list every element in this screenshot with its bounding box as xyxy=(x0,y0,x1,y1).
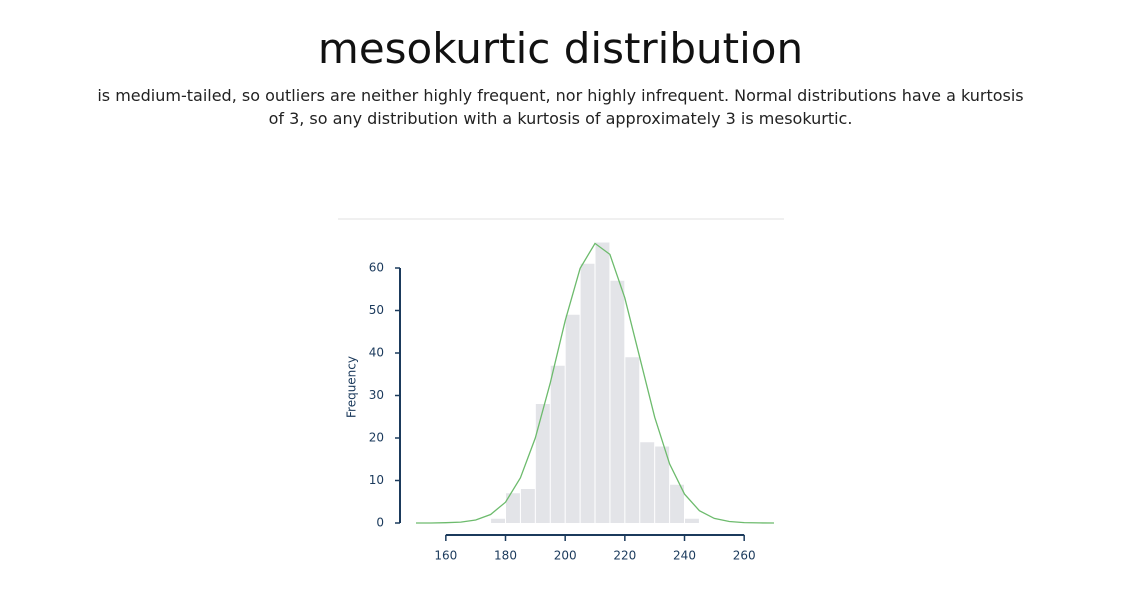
y-tick-label: 30 xyxy=(369,388,384,402)
bar xyxy=(685,518,699,523)
bar xyxy=(520,489,535,523)
y-tick-label: 20 xyxy=(369,431,384,445)
bar xyxy=(535,404,550,523)
x-tick-label: 220 xyxy=(613,549,636,563)
bar xyxy=(625,357,640,523)
bar xyxy=(506,493,520,523)
y-tick-label: 0 xyxy=(376,516,384,530)
density-curve xyxy=(416,242,775,524)
bar xyxy=(640,442,655,523)
bar xyxy=(595,242,610,523)
y-axis-label: Frequency xyxy=(345,356,359,418)
bar xyxy=(655,446,670,523)
description: is medium-tailed, so outliers are neithe… xyxy=(97,86,1024,128)
bar xyxy=(580,263,595,523)
x-tick-label: 240 xyxy=(673,549,696,563)
y-tick-label: 40 xyxy=(369,346,384,360)
y-tick-label: 60 xyxy=(369,261,384,275)
y-tick-label: 50 xyxy=(369,303,384,317)
bar xyxy=(550,365,565,523)
y-tick-label: 10 xyxy=(369,473,384,487)
x-tick-label: 260 xyxy=(733,549,756,563)
bar xyxy=(491,518,506,523)
x-tick-label: 200 xyxy=(554,549,577,563)
x-tick-label: 180 xyxy=(494,549,517,563)
bar xyxy=(565,314,580,523)
bar xyxy=(610,280,625,523)
page-title: mesokurtic distribution xyxy=(317,24,804,73)
bar xyxy=(670,484,685,523)
x-tick-label: 160 xyxy=(434,549,457,563)
